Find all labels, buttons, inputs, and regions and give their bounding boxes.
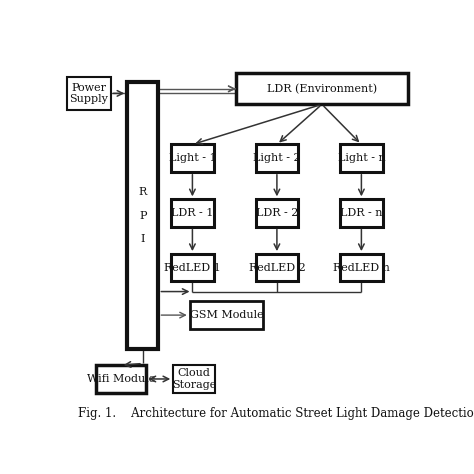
- Text: RedLED n: RedLED n: [333, 263, 390, 273]
- Text: LDR - 2: LDR - 2: [255, 208, 298, 218]
- FancyBboxPatch shape: [340, 254, 383, 282]
- FancyBboxPatch shape: [66, 77, 110, 110]
- Text: Light - 2: Light - 2: [253, 153, 301, 163]
- FancyBboxPatch shape: [256, 145, 298, 172]
- FancyBboxPatch shape: [171, 199, 213, 227]
- FancyBboxPatch shape: [171, 254, 213, 282]
- Text: LDR (Environment): LDR (Environment): [267, 83, 377, 94]
- FancyBboxPatch shape: [171, 145, 213, 172]
- Text: RedLED 1: RedLED 1: [164, 263, 221, 273]
- Text: LDR - 1: LDR - 1: [171, 208, 214, 218]
- FancyBboxPatch shape: [256, 199, 298, 227]
- Text: GSM Module: GSM Module: [190, 310, 263, 320]
- FancyBboxPatch shape: [173, 365, 215, 392]
- Text: Fig. 1.    Architecture for Automatic Street Light Damage Detection.: Fig. 1. Architecture for Automatic Stree…: [78, 407, 474, 420]
- Text: RedLED 2: RedLED 2: [248, 263, 305, 273]
- Text: R

P

I: R P I: [139, 187, 147, 244]
- Text: Cloud
Storage: Cloud Storage: [172, 368, 216, 390]
- Text: Light - 1: Light - 1: [169, 153, 216, 163]
- FancyBboxPatch shape: [190, 301, 263, 329]
- Text: Power
Supply: Power Supply: [69, 82, 108, 104]
- FancyBboxPatch shape: [340, 145, 383, 172]
- Text: Light - n: Light - n: [337, 153, 385, 163]
- FancyBboxPatch shape: [96, 365, 146, 392]
- FancyBboxPatch shape: [236, 73, 408, 104]
- FancyBboxPatch shape: [127, 82, 158, 349]
- FancyBboxPatch shape: [340, 199, 383, 227]
- Text: LDR - n: LDR - n: [340, 208, 383, 218]
- FancyBboxPatch shape: [256, 254, 298, 282]
- Text: Wifi Module: Wifi Module: [87, 374, 155, 384]
